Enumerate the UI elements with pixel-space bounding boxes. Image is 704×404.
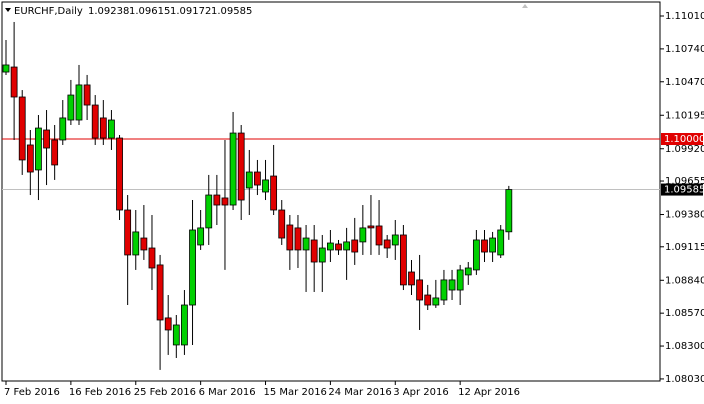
candle-body [2,64,10,73]
candle-body [237,132,245,201]
candle-body [164,317,172,331]
x-tick-label: 7 Feb 2016 [4,387,60,398]
candle-body [10,66,18,98]
header-open: 1.09238 [88,6,129,17]
candle-body [432,297,440,306]
y-tick-label: 1.08030 [665,374,704,385]
header-close: 1.09585 [211,6,252,17]
candle-body [197,227,205,246]
candle-body [189,229,196,306]
candle-body [302,237,310,251]
candle-body [181,304,188,346]
level-label: 1.10000 [664,134,704,145]
candle-body [481,239,488,253]
candle-body [148,247,156,269]
candle-body [43,129,50,149]
candle-body [51,139,59,166]
candle-body [83,84,91,106]
candle-body [172,324,180,346]
header-low: 1.09172 [170,6,211,17]
candle-body [294,227,302,251]
candle-body [464,267,472,276]
candle-body [140,237,148,251]
y-tick-label: 1.10470 [665,77,704,88]
candle-body [108,119,115,139]
candle-body [408,271,415,286]
y-tick-label: 1.08300 [665,341,704,352]
candle-body [205,194,213,229]
candle-body [472,239,480,271]
header-high: 1.09615 [129,6,170,17]
candle-body [59,117,67,141]
candle-body [91,104,99,139]
candle-body [262,179,269,193]
candle-body [497,229,505,256]
plot-frame [1,1,661,382]
level-label-box [661,133,703,146]
candle-body [229,132,237,206]
last-price-label: 1.09585 [664,185,704,196]
x-tick-label: 16 Feb 2016 [69,387,131,398]
chart-title: EURCHF,Daily [14,6,83,17]
candle-body [399,234,407,286]
candle-body [35,127,42,171]
x-tick-label: 3 Apr 2016 [393,387,448,398]
y-tick-label: 1.08840 [665,275,704,286]
candle-body [359,227,367,243]
candle-body [489,237,497,253]
candle-body [132,231,140,256]
candle-body [245,171,253,189]
x-tick-label: 25 Feb 2016 [134,387,196,398]
candle-body [343,241,351,251]
candle-body [326,242,334,251]
candle-body [391,234,399,246]
candle-body [367,225,375,229]
x-tick-label: 15 Mar 2016 [264,387,327,398]
candle-body [99,117,107,139]
candle-body [286,224,294,251]
candle-body [448,279,456,291]
candle-body [26,144,34,173]
y-tick-label: 1.10195 [665,110,704,121]
candle-body [456,269,464,291]
candle-body [440,279,448,301]
candle-body [416,279,424,301]
last-price-box [661,183,703,196]
candle-body [18,96,26,161]
candle-body [254,171,261,186]
candle-body [213,194,221,206]
candle-body [318,247,326,263]
y-tick-label: 1.09655 [665,176,704,187]
x-tick-label: 6 Mar 2016 [199,387,256,398]
y-tick-label: 1.09380 [665,210,704,221]
x-tick-label: 12 Apr 2016 [458,387,520,398]
candle-body [116,137,123,211]
candle-body [67,94,75,121]
y-tick-label: 1.08570 [665,308,704,319]
scroll-marker [522,4,528,8]
y-tick-label: 1.10740 [665,44,704,55]
candle-body [270,175,278,211]
candle-body [424,294,432,306]
candle-body [221,197,229,206]
y-tick-label: 1.09920 [665,144,704,155]
candle-body [310,239,318,263]
y-tick-label: 1.11010 [665,11,704,22]
candle-body [383,239,391,249]
x-tick-label: 24 Mar 2016 [328,387,391,398]
candle-body [351,239,359,253]
candle-body [156,264,164,321]
candle-body [375,225,383,246]
candle-body [505,189,513,233]
candle-body [278,209,286,239]
candle-body [335,243,342,251]
candle-body [124,209,132,256]
y-tick-label: 1.09115 [665,242,704,253]
candle-body [75,84,83,121]
symbol-marker [5,8,11,12]
